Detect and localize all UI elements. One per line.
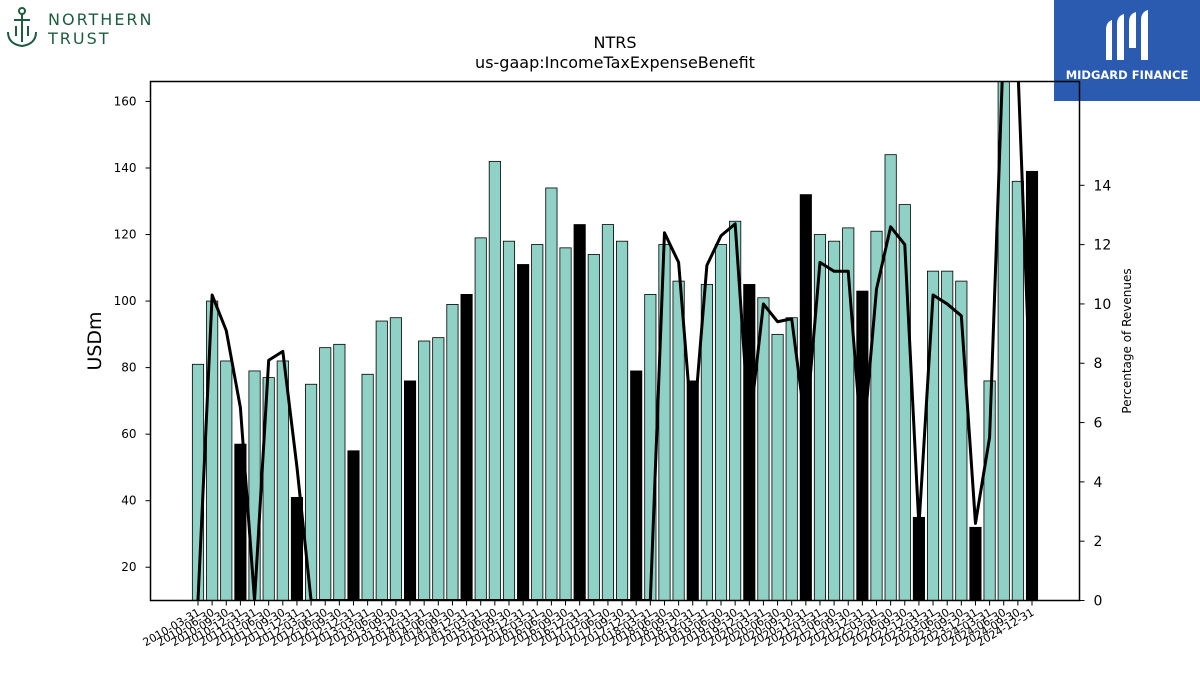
bar xyxy=(644,294,657,601)
logo-right-text: MIDGARD FINANCE xyxy=(1065,68,1189,82)
y2-tick-label: 6 xyxy=(1094,416,1103,432)
bar xyxy=(276,360,289,601)
bar xyxy=(361,373,374,601)
bar xyxy=(290,496,304,601)
y-tick-label: 100 xyxy=(114,294,137,308)
bar-series xyxy=(191,81,1039,601)
line-path xyxy=(196,81,1034,601)
y2-tick-label: 14 xyxy=(1094,178,1112,194)
bar xyxy=(502,240,516,601)
bar xyxy=(305,383,318,601)
bar xyxy=(969,526,982,601)
bar xyxy=(997,81,1010,601)
bar xyxy=(616,240,629,601)
bar xyxy=(517,264,530,601)
bar xyxy=(757,297,770,601)
y2-tick-label: 2 xyxy=(1094,534,1103,550)
y-tick-label: 60 xyxy=(121,427,136,441)
logo-left-line2: TRUST xyxy=(48,29,111,48)
bar xyxy=(729,220,742,601)
midgard-finance-logo: MIDGARD FINANCE xyxy=(1054,0,1200,101)
bar xyxy=(319,347,332,601)
y2-tick-label: 10 xyxy=(1094,297,1112,313)
bar xyxy=(884,154,897,601)
y2-tick-label: 4 xyxy=(1094,475,1103,491)
bar xyxy=(842,227,855,601)
y2-tick-label: 12 xyxy=(1094,238,1112,254)
bar xyxy=(601,224,614,601)
bar xyxy=(375,320,388,601)
bar xyxy=(743,284,756,601)
bar xyxy=(403,380,417,601)
y-axis-left: 20 40 60 80 100 120 140 160 xyxy=(114,94,151,574)
bar xyxy=(206,300,219,601)
bar xyxy=(418,340,431,601)
bar xyxy=(446,304,459,601)
bar xyxy=(587,254,600,601)
logo-left-line1: NORTHERN xyxy=(48,10,154,29)
bar xyxy=(799,194,812,601)
bar xyxy=(700,284,713,601)
bar xyxy=(898,204,911,601)
chart-subtitle: us-gaap:IncomeTaxExpenseBenefit xyxy=(475,53,755,72)
bar xyxy=(333,343,346,601)
bar xyxy=(828,240,841,601)
bar xyxy=(545,187,558,601)
bar xyxy=(488,160,501,601)
y-tick-label: 120 xyxy=(114,228,137,242)
bar xyxy=(686,380,699,601)
midgard-mark-icon xyxy=(1106,10,1148,60)
bar xyxy=(1025,170,1039,601)
y-axis-right: 0 2 4 6 8 10 12 14 xyxy=(1079,178,1112,610)
y-tick-label: 80 xyxy=(121,361,136,375)
bar xyxy=(941,270,954,601)
x-axis: 2010-03-312010-06-302010-09-302010-12-31… xyxy=(141,600,1037,649)
line-series xyxy=(196,81,1034,601)
y-tick-label: 20 xyxy=(121,560,136,574)
y2-axis-label: Percentage of Revenues xyxy=(1120,268,1134,413)
bar xyxy=(389,317,402,601)
bar xyxy=(191,363,205,601)
bar xyxy=(926,270,940,601)
bar xyxy=(573,224,586,601)
bar xyxy=(460,294,473,601)
bar xyxy=(912,516,925,601)
y-tick-label: 160 xyxy=(114,94,137,108)
bar xyxy=(630,370,643,601)
northern-trust-logo: NORTHERN TRUST xyxy=(4,4,164,50)
bar xyxy=(955,280,968,601)
bar xyxy=(347,450,360,601)
bar xyxy=(474,237,487,601)
bar xyxy=(813,234,827,601)
y2-tick-label: 8 xyxy=(1094,356,1103,372)
bar xyxy=(559,247,572,601)
y-tick-label: 140 xyxy=(114,161,137,175)
anchor-icon xyxy=(7,7,37,48)
plot-frame xyxy=(149,80,1081,602)
bar xyxy=(714,244,728,601)
y-tick-label: 40 xyxy=(121,494,136,508)
bar xyxy=(432,337,445,601)
chart-title: NTRS xyxy=(593,33,636,52)
bar xyxy=(220,360,233,601)
bar xyxy=(234,443,247,601)
y-axis-label: USDm xyxy=(84,311,106,370)
y2-tick-label: 0 xyxy=(1094,594,1103,610)
bar xyxy=(1011,180,1024,601)
bar xyxy=(531,244,544,601)
bar xyxy=(771,333,784,601)
bar xyxy=(672,280,685,601)
